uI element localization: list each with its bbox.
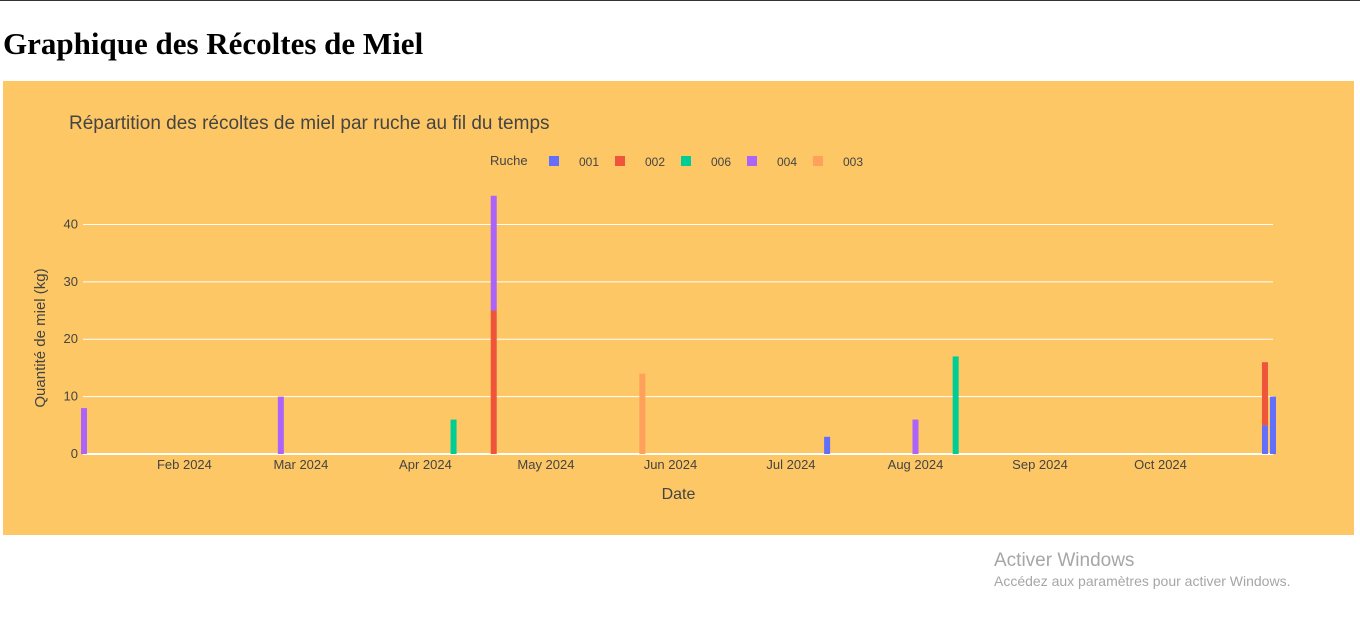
bar-004 [277,396,284,454]
legend-swatch-003 [813,156,823,166]
y-axis-title: Quantité de miel (kg) [32,268,49,407]
legend-swatch-006 [681,156,691,166]
bar-003 [639,373,646,454]
x-tick-label: Jul 2024 [766,457,815,472]
legend-label-003: 003 [843,155,863,169]
bar-002 [1261,362,1268,426]
x-tick-label: Sep 2024 [1012,457,1068,472]
x-tick-label: Jun 2024 [644,457,698,472]
legend-label-001: 001 [579,155,599,169]
y-tick-label: 10 [64,389,78,404]
bars [81,195,1276,454]
x-tick-label: Oct 2024 [1134,457,1187,472]
x-tick-label: Aug 2024 [888,457,944,472]
legend-swatch-001 [549,156,559,166]
chart-panel: 0 10 20 30 40 Feb 2024 Mar 2024 Apr 2024 May 202… [3,81,1354,535]
windows-activation-watermark: Activer Windows Accédez aux paramètres p… [994,550,1290,590]
legend-swatch-004 [747,156,757,166]
legend-label-006: 006 [711,155,731,169]
bar-004 [81,408,87,454]
bar-001 [1270,396,1276,454]
page-title: Graphique des Récoltes de Miel [3,26,424,61]
chart-background [3,81,1354,535]
bar-004 [490,195,497,311]
honey-harvest-chart: 0 10 20 30 40 Feb 2024 Mar 2024 Apr 2024 May 202… [3,81,1354,535]
legend: Ruche 001 002 006 004 003 [490,153,863,169]
x-tick-label: Mar 2024 [273,457,328,472]
watermark-title: Activer Windows [994,550,1135,571]
x-tick-label: Apr 2024 [399,457,452,472]
y-tick-label: 0 [71,446,78,461]
chart-title: Répartition des récoltes de miel par ruc… [69,113,550,134]
watermark-subtitle: Accédez aux paramètres pour activer Wind… [994,573,1291,589]
bar-001 [824,436,831,454]
legend-title: Ruche [490,153,528,168]
bar-006 [952,356,959,454]
bar-002 [490,310,497,454]
y-tick-label: 40 [64,216,78,231]
y-tick-label: 20 [64,331,78,346]
x-axis-ticks: Feb 2024 Mar 2024 Apr 2024 May 2024 Jun 2024… [157,457,1187,472]
x-tick-label: May 2024 [517,457,574,472]
x-tick-label: Feb 2024 [157,457,212,472]
bar-006 [450,419,457,454]
bar-001 [1261,425,1268,454]
legend-swatch-002 [615,156,625,166]
legend-label-002: 002 [645,155,665,169]
y-tick-label: 30 [64,274,78,289]
top-rule [0,0,1360,1]
legend-label-004: 004 [777,155,797,169]
bar-004 [912,419,919,454]
x-axis-title: Date [662,486,696,503]
